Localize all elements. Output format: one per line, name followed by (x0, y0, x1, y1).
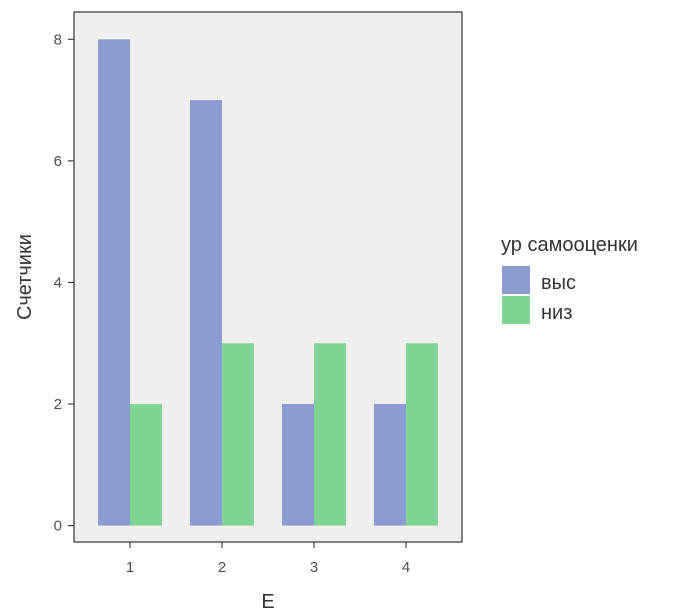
x-axis-title: E (261, 591, 274, 613)
x-tick-label-3: 3 (310, 559, 318, 576)
bar-low-2 (222, 343, 254, 526)
bar-high-1 (98, 39, 130, 526)
bar-low-4 (406, 343, 438, 526)
y-tick-label-0: 0 (54, 518, 62, 535)
x-axis: 1 2 3 4 (126, 542, 410, 576)
y-axis-title: Счетчики (14, 234, 36, 320)
bar-low-3 (314, 343, 346, 526)
y-tick-label-2: 2 (54, 396, 62, 413)
bar-low-1 (130, 404, 162, 526)
legend-swatch-high (502, 266, 530, 294)
bar-high-2 (190, 100, 222, 526)
y-tick-label-8: 8 (54, 31, 62, 48)
legend: ур самооценки выс низ (501, 234, 638, 324)
y-tick-label-4: 4 (54, 274, 62, 291)
plot-border (73, 11, 463, 543)
legend-label-low: низ (541, 302, 572, 324)
legend-swatch-low (502, 296, 530, 324)
bar-high-3 (282, 404, 314, 526)
x-tick-label-1: 1 (126, 559, 134, 576)
legend-label-high: выс (541, 272, 576, 294)
x-tick-label-4: 4 (402, 559, 410, 576)
legend-title: ур самооценки (501, 234, 638, 256)
y-axis: 0 2 4 6 8 (54, 31, 74, 535)
bars-layer (98, 39, 438, 526)
bar-high-4 (374, 404, 406, 526)
x-tick-label-2: 2 (218, 559, 226, 576)
y-tick-label-6: 6 (54, 153, 62, 170)
